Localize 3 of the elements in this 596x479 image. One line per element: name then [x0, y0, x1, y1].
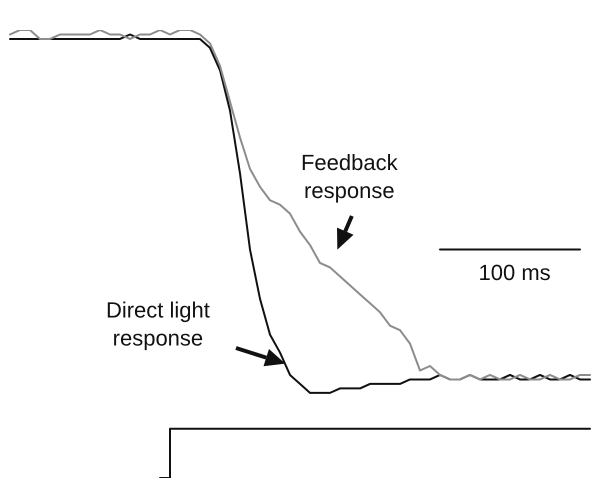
annotation: 100 ms — [478, 260, 551, 286]
annotation: Direct light response — [106, 298, 210, 351]
annotation: Feedback response — [300, 150, 399, 203]
